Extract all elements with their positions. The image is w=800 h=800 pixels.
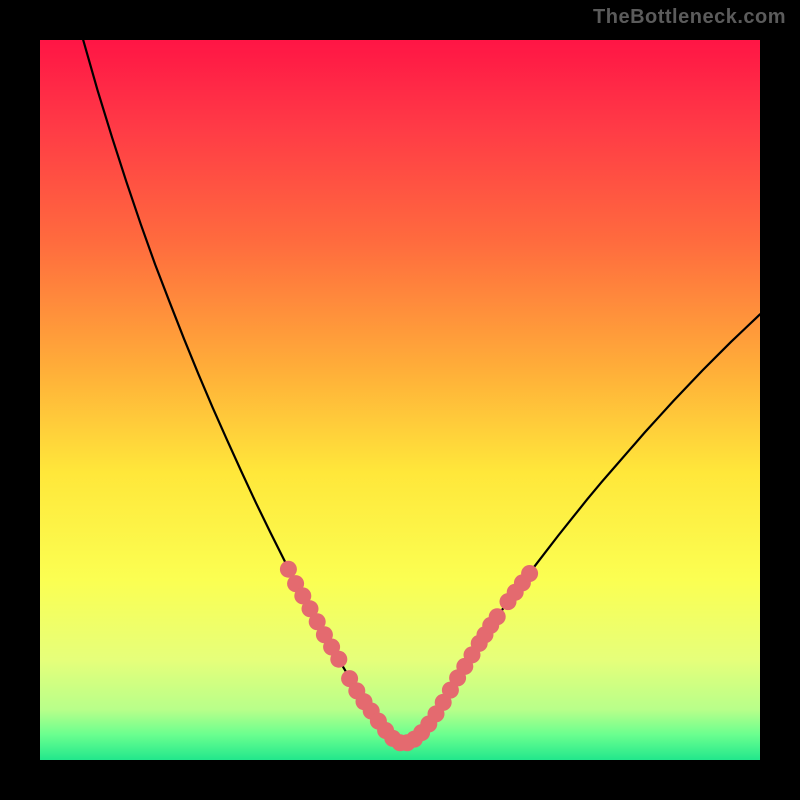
watermark-text: TheBottleneck.com xyxy=(593,6,786,29)
gradient-background xyxy=(40,40,760,760)
marker-point xyxy=(521,565,538,582)
chart-canvas: TheBottleneck.com xyxy=(0,0,800,800)
marker-point xyxy=(280,561,297,578)
chart-svg xyxy=(40,40,760,760)
marker-point xyxy=(330,651,347,668)
marker-point xyxy=(489,608,506,625)
plot-area xyxy=(40,40,760,760)
